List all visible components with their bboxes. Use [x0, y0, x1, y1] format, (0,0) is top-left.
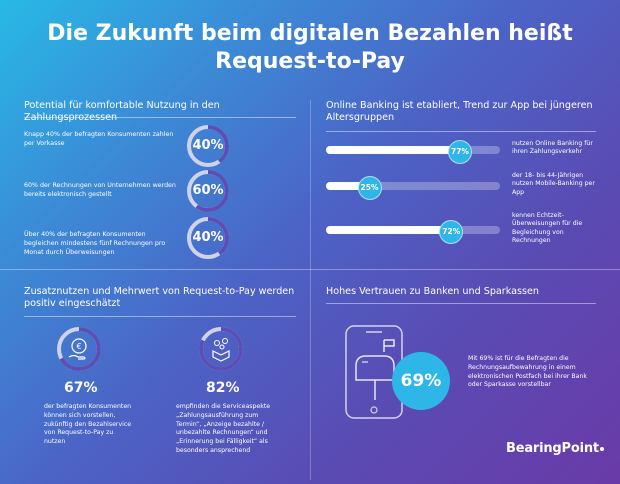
bar-track: [326, 226, 500, 234]
added-value-pct-2: 82%: [206, 380, 240, 396]
trust-text: Mit 69% ist für die Befragten die Rechnu…: [468, 355, 587, 389]
added-value-pct-1: 67%: [64, 380, 98, 396]
section-title-added-value: Zusatznutzen und Mehrwert von Request-to…: [24, 286, 295, 309]
bearingpoint-logo: BearingPoint: [506, 441, 604, 456]
divider: [326, 131, 596, 132]
potential-item-1: Knapp 40% der befragten Konsumenten zahl…: [24, 124, 294, 168]
horizontal-divider: [0, 269, 620, 270]
trust-pct: 69%: [392, 352, 450, 410]
bar-track: [326, 146, 500, 154]
progress-ring: [187, 170, 229, 212]
banking-item-2: 25% der 18- bis 44-Jährigen nutzen Mobil…: [326, 172, 596, 212]
bar-text: kennen Echtzeit-Überweisungen für die Be…: [512, 212, 583, 245]
euro-coin-icon: €: [57, 327, 101, 371]
potential-item-3: Über 40% der befragten Konsumenten begle…: [24, 216, 294, 260]
section-title-potential: Potential für komfortable Nutzung in den…: [24, 100, 220, 123]
section-title-trust: Hohes Vertrauen zu Banken und Sparkassen: [326, 286, 539, 297]
bar-fill: [326, 146, 460, 154]
bar-text: der 18- bis 44-Jährigen nutzen Mobile-Ba…: [512, 172, 595, 196]
potential-item-text: Über 40% der befragten Konsumenten begle…: [24, 231, 166, 256]
progress-ring-value: 40%: [192, 230, 224, 245]
bar-track: [326, 182, 500, 190]
bar-value: 72%: [439, 220, 464, 244]
added-value-text-1: der befragten Konsumenten können sich vo…: [44, 403, 132, 446]
progress-ring-value: 60%: [192, 183, 224, 198]
title-line-1: Die Zukunft beim digitalen Bezahlen heiß…: [47, 21, 573, 46]
progress-ring-value: 40%: [192, 138, 224, 153]
logo-dot: [599, 447, 604, 451]
progress-ring: [187, 125, 229, 167]
title-line-2: Request-to-Pay: [215, 49, 405, 74]
potential-item-text: 60% der Rechnungen von Unternehmen werde…: [24, 182, 176, 198]
divider: [24, 117, 296, 118]
bar-fill: [326, 182, 370, 190]
banking-item-3: 72% kennen Echtzeit-Überweisungen für di…: [326, 212, 596, 256]
svg-text:€: €: [76, 342, 81, 351]
page-title: Die Zukunft beim digitalen Bezahlen heiß…: [0, 20, 620, 76]
logo-text: BearingPoint: [506, 441, 599, 456]
open-box-icon: [199, 327, 243, 371]
bar-fill: [326, 226, 452, 234]
divider: [326, 303, 596, 304]
potential-item-2: 60% der Rechnungen von Unternehmen werde…: [24, 169, 294, 213]
section-title-online-banking: Online Banking ist etabliert, Trend zur …: [326, 100, 593, 123]
progress-ring: [187, 217, 229, 259]
vertical-divider: [310, 100, 311, 480]
bar-value: 77%: [447, 140, 472, 164]
divider: [24, 316, 296, 317]
potential-item-text: Knapp 40% der befragten Konsumenten zahl…: [24, 131, 174, 147]
bar-text: nutzen Online Banking für ihren Zahlungs…: [512, 140, 593, 156]
bar-value: 25%: [357, 176, 382, 200]
banking-item-1: 77% nutzen Online Banking für ihren Zahl…: [326, 136, 596, 176]
added-value-text-2: empfinden die Serviceaspekte „Zahlungsau…: [176, 403, 271, 454]
